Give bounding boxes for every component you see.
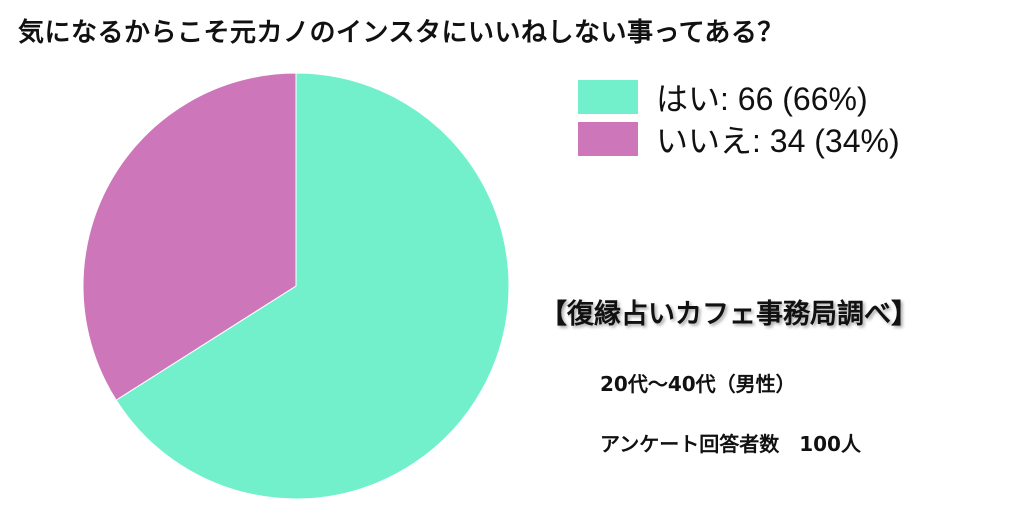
legend-swatch-no [578,122,638,156]
legend: はい: 66 (66%) いいえ: 34 (34%) [578,76,900,160]
pie-chart [82,72,510,500]
sample-size-note: アンケート回答者数 100人 [600,432,861,456]
legend-label-yes: はい: 66 (66%) [656,81,868,117]
legend-swatch-yes [578,80,638,114]
legend-label-no: いいえ: 34 (34%) [656,123,900,159]
pie-slice-no [82,72,297,401]
chart-title: 気になるからこそ元カノのインスタにいいねしない事ってある？ [18,18,784,48]
legend-item-yes: はい: 66 (66%) [578,76,900,118]
pie-slice-yes [115,72,510,500]
source-note: 【復縁占いカフェ事務局調べ】 [540,299,918,330]
demographic-note: 20代〜40代（男性） [600,372,796,396]
legend-item-no: いいえ: 34 (34%) [578,118,900,160]
